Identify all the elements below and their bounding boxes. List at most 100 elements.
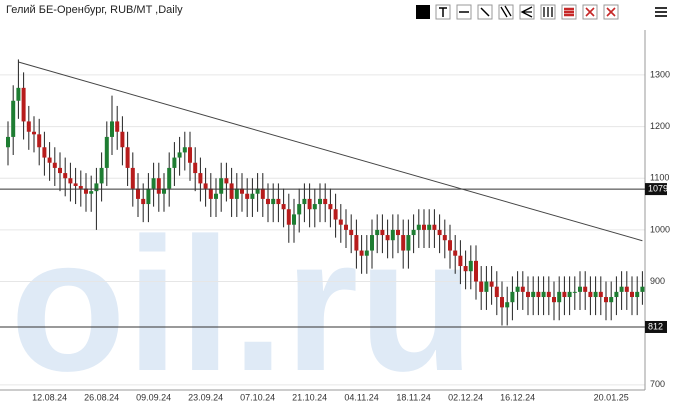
candle-body — [598, 291, 603, 298]
candle-body — [234, 188, 239, 199]
candle-body — [318, 198, 322, 205]
candle-body — [94, 183, 99, 192]
candle-body — [229, 183, 234, 199]
candle-body — [11, 100, 16, 137]
candle-body — [510, 291, 515, 303]
candle-body — [344, 224, 348, 230]
candle-body — [167, 167, 172, 189]
y-tick-label: 1100 — [650, 173, 669, 183]
y-tick-label: 1000 — [650, 224, 670, 234]
candle-body — [297, 204, 302, 215]
candle-body — [458, 255, 463, 267]
candle-body — [146, 188, 151, 205]
candle-body — [489, 281, 494, 287]
candle-body — [16, 87, 21, 101]
tool-fill[interactable] — [416, 5, 430, 19]
candle-body — [437, 229, 442, 236]
candle-body — [47, 157, 52, 163]
candle-body — [188, 147, 192, 163]
candle-body — [468, 260, 473, 272]
level-label: 1079 — [648, 183, 668, 193]
candle-body — [640, 286, 645, 292]
candle-body — [26, 121, 31, 132]
y-tick-label: 900 — [650, 276, 665, 286]
y-tick-label: 1200 — [650, 121, 670, 131]
candle-body — [370, 235, 374, 251]
candle-body — [588, 291, 593, 298]
candle-body — [172, 157, 177, 168]
candle-body — [151, 178, 156, 189]
x-tick-label: 20.01.25 — [594, 392, 629, 402]
candle-body — [567, 291, 572, 298]
toolbar — [416, 4, 667, 20]
candle-body — [162, 188, 166, 194]
candle-body — [120, 131, 125, 148]
candle-body — [604, 297, 608, 303]
candle-body — [292, 214, 296, 225]
candle-body — [84, 188, 88, 194]
candle-body — [630, 291, 634, 298]
candle-body — [37, 134, 42, 148]
x-tick-label: 02.12.24 — [448, 392, 483, 402]
tool-channel-icon — [500, 5, 512, 18]
candle-body — [552, 297, 556, 303]
candle-body — [323, 198, 328, 205]
candle-body — [578, 286, 582, 292]
y-tick-label: 1300 — [650, 69, 670, 79]
candle-body — [240, 188, 244, 194]
candle-body — [99, 167, 104, 184]
candle-body — [536, 291, 541, 298]
candle-body — [385, 235, 390, 241]
candle-body — [515, 286, 520, 292]
candle-body — [609, 297, 614, 303]
tool-fan-icon — [520, 6, 533, 18]
tool-layers-icon — [564, 7, 574, 17]
level-label-box — [645, 183, 667, 196]
tool-delete-icon — [585, 7, 595, 17]
x-tick-label: 16.12.24 — [500, 392, 535, 402]
candle-body — [463, 266, 468, 272]
candle-body — [78, 185, 83, 189]
candle-body — [390, 229, 395, 241]
candle-body — [42, 147, 47, 158]
candle-body — [255, 188, 260, 194]
candle-body — [73, 183, 78, 186]
candle-body — [583, 286, 588, 292]
candle-body — [557, 291, 562, 303]
candle-body — [526, 291, 530, 298]
candle-body — [156, 178, 161, 194]
candle-body — [427, 224, 432, 230]
candle-body — [68, 178, 73, 184]
candle-body — [416, 224, 421, 230]
candle-body — [474, 260, 478, 282]
candle-body — [562, 291, 567, 298]
candle-body — [52, 162, 57, 168]
x-tick-label: 23.09.24 — [188, 392, 223, 402]
candle-body — [130, 167, 135, 189]
candle-body — [484, 281, 489, 292]
candle-body — [104, 136, 109, 168]
candle-body — [422, 224, 426, 230]
candle-body — [141, 198, 146, 205]
candle-body — [21, 87, 26, 122]
candle-body — [224, 178, 229, 184]
candle-body — [250, 193, 255, 199]
candle-body — [271, 198, 276, 205]
candle-body — [453, 250, 458, 256]
candle-body — [349, 229, 354, 236]
trend-line — [18, 61, 643, 242]
x-tick-label: 09.09.24 — [136, 392, 171, 402]
candle-body — [359, 250, 364, 256]
candle-body — [266, 198, 270, 205]
menu-button[interactable] — [655, 7, 667, 17]
candle-body — [338, 219, 343, 225]
candle-body — [328, 204, 333, 210]
x-tick-label: 21.10.24 — [292, 392, 327, 402]
candle-body — [375, 229, 380, 236]
candle-body — [333, 209, 338, 220]
level-label: 812 — [648, 321, 663, 331]
candle-body — [364, 250, 369, 256]
candle-body — [245, 193, 250, 199]
candle-body — [63, 173, 68, 179]
